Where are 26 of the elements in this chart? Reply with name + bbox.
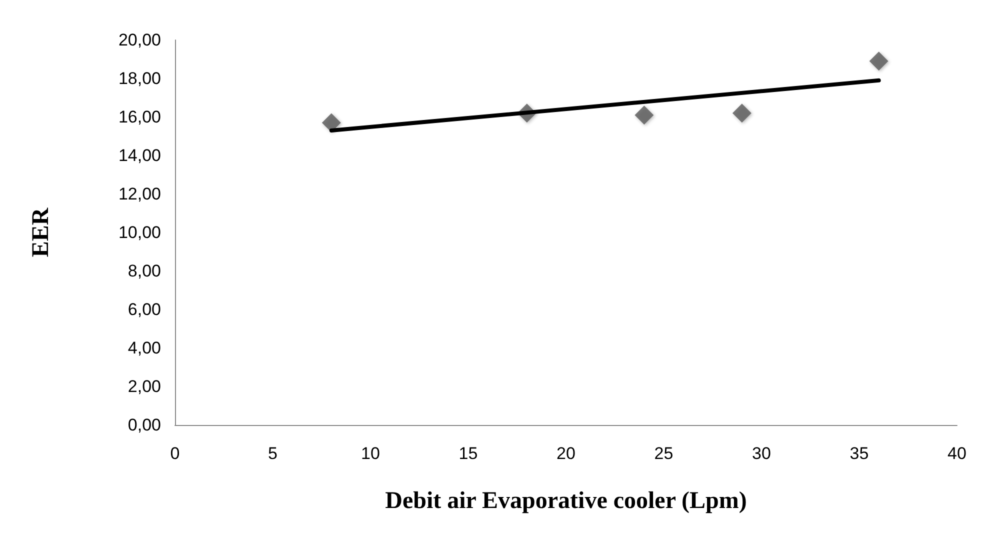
x-tick-label: 15 <box>458 444 478 463</box>
point <box>869 52 888 71</box>
y-tick-label: 8,00 <box>128 262 161 280</box>
y-tick-label: 14,00 <box>118 146 161 165</box>
x-tick-label: 20 <box>556 444 576 463</box>
y-tick-label: 18,00 <box>118 69 161 88</box>
y-tick-label: 10,00 <box>118 223 161 242</box>
y-tick-label: 12,00 <box>118 184 161 204</box>
y-axis-title: EER <box>28 207 54 258</box>
y-tick-label: 2,00 <box>128 377 161 396</box>
x-axis-title: Debit air Evaporative cooler (Lpm) <box>385 488 747 514</box>
x-tick-label: 40 <box>948 444 966 463</box>
x-tick-label: 5 <box>268 444 278 463</box>
point <box>732 104 752 123</box>
x-tick-label: 30 <box>752 444 771 463</box>
point <box>634 106 654 125</box>
y-tick-label: 4,00 <box>128 338 161 358</box>
y-tick-label: 6,00 <box>128 300 161 319</box>
x-tick-label: 35 <box>850 444 869 463</box>
x-tick-label: 0 <box>170 444 180 463</box>
y-tick-label: 0,00 <box>128 416 161 434</box>
x-tick-label: 10 <box>361 444 380 463</box>
y-tick-label: 20,00 <box>118 30 161 50</box>
y-tick-label: 16,00 <box>118 108 161 126</box>
point <box>322 113 341 132</box>
x-tick-label: 25 <box>654 444 674 463</box>
